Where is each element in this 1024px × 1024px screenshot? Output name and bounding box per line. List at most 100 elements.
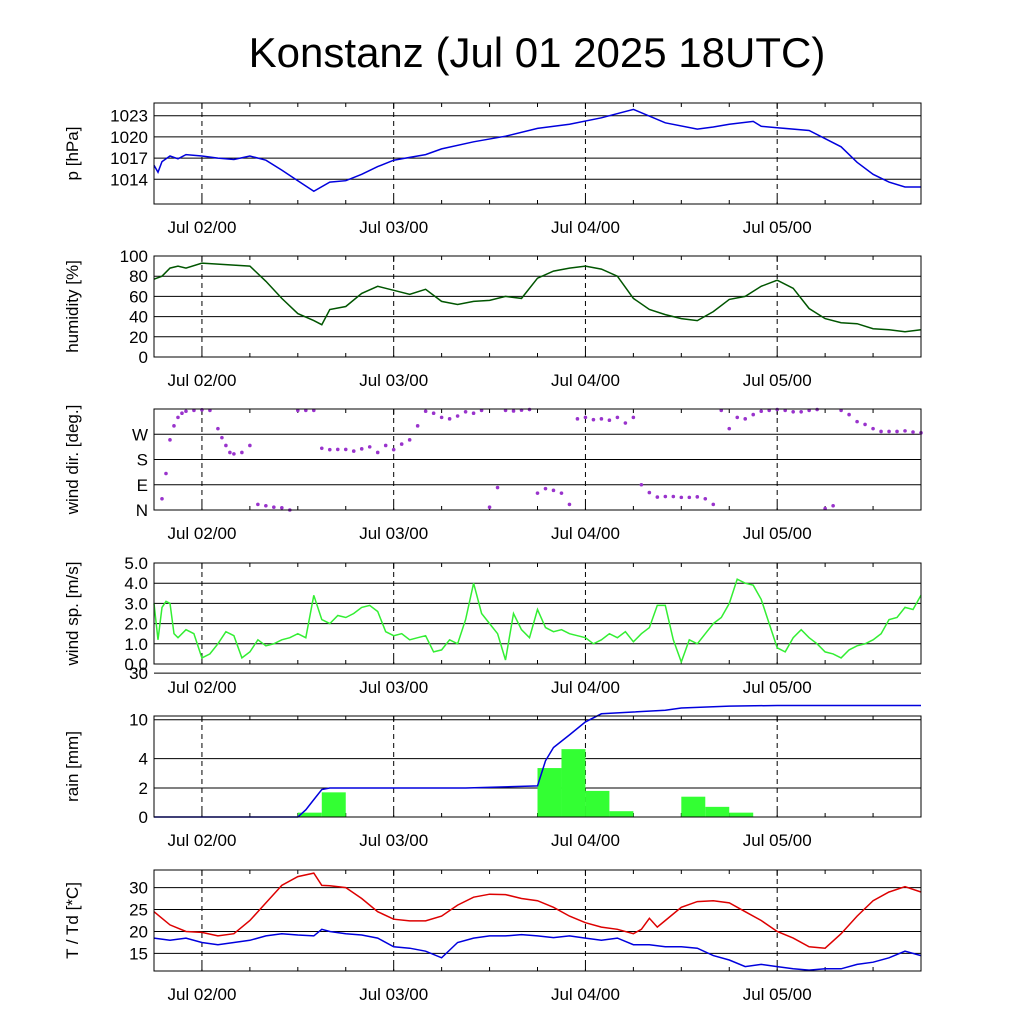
wind-dir-point [232, 452, 236, 456]
wind-dir-point [327, 447, 332, 452]
y-tick-label: 1017 [110, 149, 148, 168]
y-axis-label: wind sp. [m/s] [63, 562, 82, 667]
y-tick-label: 0 [139, 348, 148, 367]
y-tick-label: 0.0 [124, 655, 148, 674]
wind-dir-point [631, 415, 636, 420]
wind-dir-point [180, 411, 184, 416]
wind-dir-point [463, 410, 468, 414]
wind-dir-point [671, 494, 676, 499]
wind-dir-point [719, 408, 724, 413]
x-tick-label: Jul 05/00 [743, 678, 812, 697]
wind-dir-point [479, 408, 484, 413]
y-tick-label: 4 [139, 750, 148, 769]
panel-rain: 0 2 4 10 30 rain [mm] Jul 02/00 Jul 03/00 Jul 04… [63, 664, 922, 850]
rain-bar [297, 812, 322, 817]
y-tick-label: 60 [129, 287, 148, 306]
plot-frame [153, 562, 922, 665]
y-tick-label: 2 [139, 779, 148, 798]
y-tick-label: 40 [129, 308, 148, 327]
wind-dir-point [639, 482, 644, 487]
y-tick-label: 5.0 [124, 554, 148, 573]
wind-dir-point [335, 447, 340, 452]
wind-dir-point [311, 408, 316, 413]
wind-dir-point [535, 491, 540, 495]
x-tick-label: Jul 02/00 [167, 218, 236, 237]
wind-dir-point [567, 502, 572, 507]
wind-dir-point [807, 408, 811, 413]
wind-dir-point [439, 415, 444, 420]
y-axis-label: humidity [%] [63, 260, 82, 353]
plot-frame [153, 102, 922, 205]
wind-dir-point [623, 421, 628, 425]
wind-dir-point [607, 418, 612, 423]
x-tick-label: Jul 04/00 [551, 524, 620, 543]
wind-dir-point [663, 494, 668, 499]
y-tick-label: 15 [129, 944, 148, 963]
wind-dir-point [511, 409, 516, 413]
x-tick-label: Jul 04/00 [551, 831, 620, 850]
wind-dir-point [192, 408, 196, 413]
y-tick-label: 1.0 [124, 635, 148, 654]
wind-dir-point [727, 426, 732, 431]
y-tick-label: 1014 [110, 170, 148, 189]
rain-bar [609, 811, 634, 817]
wind-dir-point [735, 415, 740, 420]
wind-dir-point [240, 450, 244, 455]
wind-dir-point [871, 426, 875, 431]
wind-dir-point [879, 429, 883, 434]
y-tick-label: 2.0 [124, 615, 148, 634]
plot-frame [153, 869, 922, 972]
wind-dir-point [543, 486, 548, 491]
x-tick-label: Jul 03/00 [359, 985, 428, 1004]
wind-dir-point [455, 414, 460, 418]
x-tick-label: Jul 05/00 [743, 218, 812, 237]
wind-dir-point [184, 409, 188, 414]
y-tick-label: 80 [129, 267, 148, 286]
x-tick-label: Jul 04/00 [551, 371, 620, 390]
x-tick-label: Jul 05/00 [743, 371, 812, 390]
wind-dir-point [208, 408, 212, 413]
y-axis-label: rain [mm] [63, 731, 82, 802]
wind-dir-point [256, 502, 260, 507]
wind-dir-point [272, 505, 276, 509]
y-tick-label: 3.0 [124, 594, 148, 613]
y-tick-label: 10 [129, 711, 148, 730]
series-line-t [153, 872, 922, 949]
series-line-accumulated [154, 704, 921, 818]
wind-dir-point [711, 502, 716, 507]
plot-frame [153, 255, 922, 358]
plot-frame [153, 715, 922, 818]
wind-dir-point [551, 488, 556, 493]
wind-dir-point [172, 424, 176, 428]
wind-dir-point [743, 417, 748, 421]
panel-temperature: 15 20 25 30 T / Td [*C] Jul 02/00 Jul 03/00 Jul… [63, 869, 922, 1004]
y-tick-label: 1023 [110, 107, 148, 126]
panel-pressure: 1014 1017 1020 1023 p [hPa] Jul 02/00 Jul 03/0… [63, 102, 922, 237]
y-tick-label: N [136, 501, 148, 520]
x-tick-label: Jul 02/00 [167, 985, 236, 1004]
x-tick-label: Jul 02/00 [167, 524, 236, 543]
wind-dir-point [399, 442, 404, 446]
wind-dir-point [228, 450, 232, 455]
y-tick-label: 25 [129, 901, 148, 920]
rain-bar [561, 749, 586, 817]
wind-dir-point [703, 496, 708, 501]
x-tick-label: Jul 02/00 [167, 831, 236, 850]
series-line [153, 108, 921, 193]
wind-dir-point [679, 495, 684, 500]
wind-dir-point [527, 407, 532, 412]
wind-dir-point [264, 503, 268, 508]
wind-dir-point [791, 410, 795, 414]
wind-dir-point [296, 408, 300, 413]
y-tick-label: 30 [129, 664, 148, 683]
wind-dir-point [248, 443, 252, 448]
wind-dir-point [575, 417, 580, 421]
wind-dir-point [359, 447, 364, 451]
y-axis-label: wind dir. [deg.] [63, 405, 82, 516]
wind-dir-point [823, 506, 827, 511]
y-tick-label: 20 [129, 922, 148, 941]
wind-dir-point [164, 471, 168, 476]
wind-dir-point [343, 447, 348, 452]
wind-dir-point [391, 447, 396, 452]
